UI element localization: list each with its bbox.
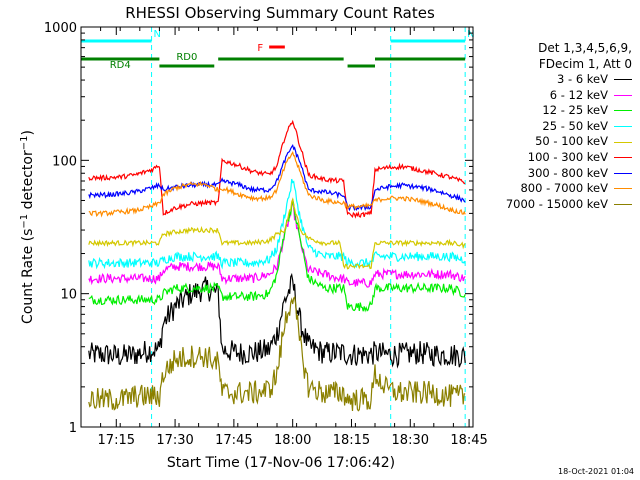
footer-timestamp: 18-Oct-2021 01:04 (558, 467, 634, 476)
series-line-0 (88, 272, 466, 369)
legend-swatch (614, 157, 632, 159)
y-tick-label: 1 (69, 421, 77, 436)
series-line-2 (88, 198, 466, 313)
legend-label: 6 - 12 keV (549, 87, 608, 102)
legend: Det 1,3,4,5,6,9, FDecim 1, Att 0 3 - 6 k… (480, 40, 632, 212)
x-tick-label: 18:45 (450, 433, 487, 448)
legend-item: 7000 - 15000 keV (480, 197, 632, 213)
series-line-5 (88, 119, 466, 219)
y-tick-label: 100 (52, 154, 77, 169)
annotation-rd0: RD0 (176, 52, 197, 63)
x-tick-label: 17:45 (215, 433, 252, 448)
legend-item: 800 - 7000 keV (480, 181, 632, 197)
x-tick-label: 18:00 (274, 433, 311, 448)
x-tick-label: 18:30 (392, 433, 429, 448)
series-line-1 (88, 202, 466, 288)
legend-item: 300 - 800 keV (480, 166, 632, 182)
legend-swatch (614, 188, 632, 190)
series-line-4 (88, 197, 466, 270)
series-line-3 (88, 178, 466, 270)
legend-item: 50 - 100 keV (480, 134, 632, 150)
series-line-8 (88, 295, 466, 412)
legend-label: 7000 - 15000 keV (505, 196, 608, 211)
legend-header-line-2: FDecim 1, Att 0 (538, 57, 632, 71)
legend-label: 50 - 100 keV (535, 134, 608, 149)
legend-label: 3 - 6 keV (557, 72, 608, 86)
legend-item: 3 - 6 keV (480, 72, 632, 88)
legend-label: 25 - 50 keV (542, 118, 608, 133)
y-tick-label: 10 (60, 288, 77, 303)
legend-header-line-1: Det 1,3,4,5,6,9, (538, 41, 632, 55)
legend-swatch (614, 126, 632, 128)
annotation-n: N (467, 29, 474, 40)
legend-item: 25 - 50 keV (480, 119, 632, 135)
annotation-f: F (257, 43, 263, 54)
series-line-6 (88, 144, 466, 212)
legend-label: 100 - 300 keV (527, 149, 608, 164)
legend-item: 6 - 12 keV (480, 88, 632, 104)
x-tick-label: 17:15 (98, 433, 135, 448)
legend-swatch (614, 204, 632, 206)
legend-label: 12 - 25 keV (542, 103, 608, 118)
y-axis-label: Count Rate (s−1 detector−1) (19, 130, 37, 324)
legend-swatch (614, 94, 632, 96)
legend-item: 100 - 300 keV (480, 150, 632, 166)
legend-item: 12 - 25 keV (480, 103, 632, 119)
annotation-rd4: RD4 (110, 60, 131, 71)
legend-swatch (614, 172, 632, 174)
legend-swatch (614, 141, 632, 143)
annotation-n: N (154, 29, 161, 40)
legend-swatch (614, 110, 632, 112)
legend-label: 800 - 7000 keV (520, 181, 608, 196)
y-tick-label: 1000 (44, 21, 77, 36)
x-axis-label: Start Time (17-Nov-06 17:06:42) (167, 455, 395, 471)
chart-title: RHESSI Observing Summary Count Rates (125, 4, 435, 22)
legend-label: 300 - 800 keV (527, 165, 608, 180)
series-line-7 (88, 150, 466, 218)
legend-swatch (614, 79, 632, 81)
x-tick-label: 18:15 (333, 433, 370, 448)
x-tick-label: 17:30 (156, 433, 193, 448)
